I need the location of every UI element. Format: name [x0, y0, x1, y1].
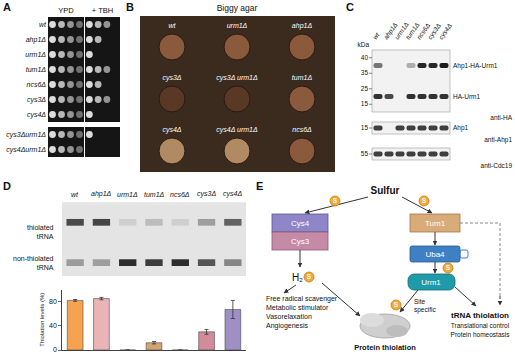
svg-text:ahp1Δ: ahp1Δ [292, 22, 313, 30]
svg-text:Ahp1: Ahp1 [453, 124, 469, 132]
svg-text:Urm1: Urm1 [421, 278, 441, 287]
svg-text:Ahp1-HA-Urm1: Ahp1-HA-Urm1 [453, 62, 498, 70]
svg-text:cys4Δurm1Δ: cys4Δurm1Δ [6, 146, 46, 154]
svg-text:Vasorelaxation: Vasorelaxation [266, 313, 312, 320]
svg-text:tRNA thiolation: tRNA thiolation [451, 311, 509, 320]
svg-text:Cys3: Cys3 [291, 237, 310, 246]
svg-text:Site: Site [414, 298, 426, 305]
svg-text:Free radical scavenger: Free radical scavenger [266, 295, 338, 303]
svg-text:Angiogenesis: Angiogenesis [266, 322, 309, 330]
svg-text:non-thiolatedtRNA: non-thiolatedtRNA [13, 255, 54, 271]
svg-text:Protein thiolation: Protein thiolation [354, 343, 416, 352]
svg-text:wt: wt [39, 21, 47, 28]
svg-text:D: D [3, 180, 11, 192]
svg-text:Biggy agar: Biggy agar [217, 3, 258, 13]
svg-text:wt: wt [71, 191, 79, 198]
svg-text:40: 40 [49, 322, 57, 329]
svg-text:E: E [256, 180, 263, 192]
svg-text:ncs6Δ: ncs6Δ [415, 21, 432, 41]
svg-text:urm1Δ: urm1Δ [25, 51, 46, 58]
svg-text:cys3Δ: cys3Δ [162, 74, 181, 82]
svg-text:C: C [346, 1, 354, 13]
svg-text:H₂: H₂ [292, 272, 303, 283]
svg-text:Metabolic stimulator: Metabolic stimulator [266, 304, 329, 311]
svg-text:cys3Δ: cys3Δ [27, 96, 46, 104]
svg-text:40: 40 [361, 54, 369, 61]
svg-text:S: S [333, 197, 338, 204]
svg-text:ahp1Δ: ahp1Δ [91, 190, 112, 198]
svg-text:cys4Δ urm1Δ: cys4Δ urm1Δ [216, 126, 258, 134]
svg-text:25: 25 [361, 85, 369, 92]
svg-text:B: B [126, 1, 134, 13]
svg-text:thiolatedtRNA: thiolatedtRNA [27, 224, 54, 240]
svg-text:55: 55 [361, 150, 369, 157]
svg-text:cys3Δ urm1Δ: cys3Δ urm1Δ [216, 74, 258, 82]
svg-text:cys4Δ: cys4Δ [437, 22, 454, 41]
svg-text:S: S [394, 301, 399, 308]
svg-text:anti-Cdc19: anti-Cdc19 [481, 162, 513, 169]
svg-text:anti-HA: anti-HA [490, 114, 512, 121]
svg-text:urm1Δ: urm1Δ [227, 22, 248, 29]
svg-text:ahp1Δ: ahp1Δ [382, 21, 399, 41]
svg-text:Sulfur: Sulfur [371, 185, 400, 196]
svg-text:cys3Δ: cys3Δ [197, 190, 216, 198]
svg-text:Tum1: Tum1 [425, 219, 446, 228]
svg-text:wt: wt [169, 22, 177, 29]
svg-text:Cys4: Cys4 [291, 219, 310, 228]
svg-text:cys3Δurm1Δ: cys3Δurm1Δ [6, 131, 46, 139]
svg-text:YPD: YPD [58, 6, 74, 15]
svg-text:tum1Δ: tum1Δ [144, 191, 165, 198]
svg-text:S: S [422, 197, 427, 204]
svg-text:urm1Δ: urm1Δ [393, 20, 410, 41]
svg-text:ncs6Δ: ncs6Δ [292, 126, 312, 133]
svg-text:15: 15 [361, 124, 369, 131]
svg-text:cys4Δ: cys4Δ [162, 126, 181, 134]
svg-text:Translational control: Translational control [451, 322, 510, 329]
svg-text:cys3Δ: cys3Δ [426, 22, 442, 41]
svg-text:+ TBH: + TBH [92, 6, 113, 15]
svg-text:wt: wt [371, 30, 381, 40]
svg-text:tum1Δ: tum1Δ [404, 21, 421, 41]
svg-text:ahp1Δ: ahp1Δ [26, 36, 47, 44]
svg-text:tum1Δ: tum1Δ [292, 74, 313, 81]
svg-text:15: 15 [361, 100, 369, 107]
svg-text:Protein homeostasis: Protein homeostasis [451, 331, 511, 338]
svg-text:35: 35 [361, 69, 369, 76]
svg-text:A: A [3, 1, 11, 13]
svg-text:HA-Urm1: HA-Urm1 [453, 93, 480, 100]
svg-text:Thiolation levels (%): Thiolation levels (%) [39, 293, 45, 347]
svg-text:S: S [446, 264, 451, 271]
svg-text:S: S [307, 273, 312, 280]
svg-text:80: 80 [49, 298, 57, 305]
svg-text:0: 0 [53, 346, 57, 353]
svg-text:anti-Ahp1: anti-Ahp1 [484, 136, 512, 144]
svg-text:Uba4: Uba4 [425, 250, 445, 259]
svg-text:cys4Δ: cys4Δ [223, 190, 242, 198]
svg-text:specific: specific [414, 306, 436, 314]
svg-text:urm1Δ: urm1Δ [117, 191, 138, 198]
svg-text:tum1Δ: tum1Δ [26, 66, 47, 73]
svg-text:ncs6Δ: ncs6Δ [170, 191, 190, 198]
svg-text:kDa: kDa [357, 41, 369, 48]
svg-text:ncs6Δ: ncs6Δ [27, 81, 47, 88]
svg-text:cys4Δ: cys4Δ [27, 111, 46, 119]
